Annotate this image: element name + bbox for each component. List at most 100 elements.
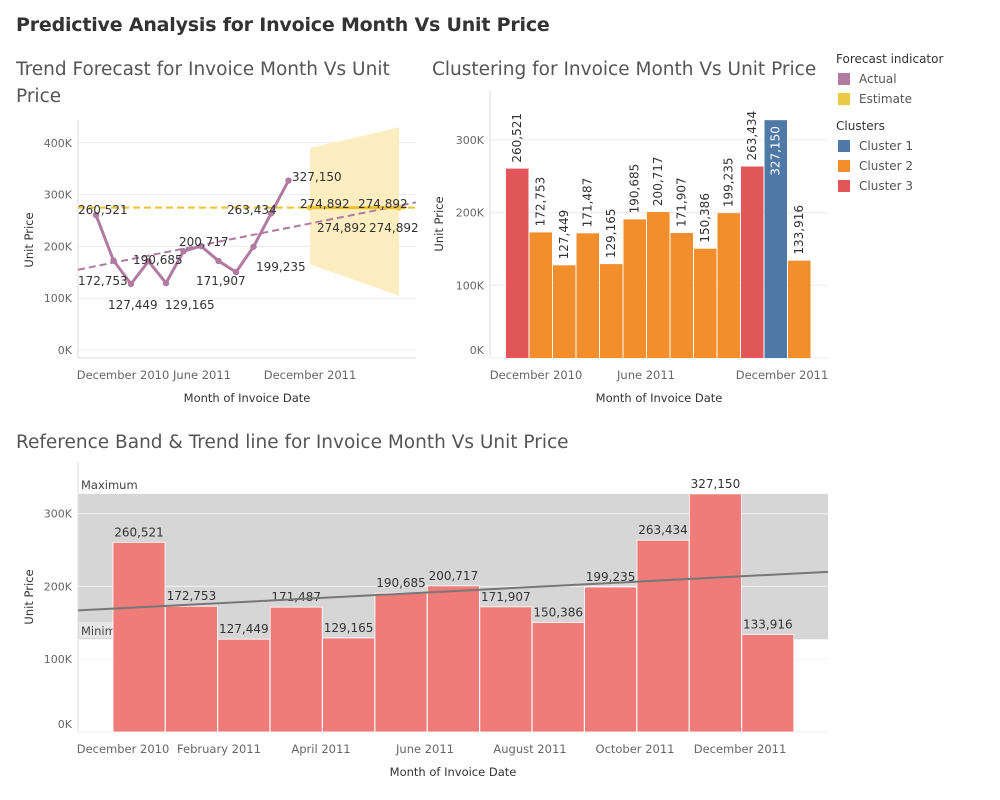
- bar-label: 327,150: [769, 126, 783, 176]
- clusters-legend-title: Clusters: [836, 119, 885, 133]
- legend-swatch: [838, 73, 850, 85]
- actual-series-line: [94, 179, 290, 286]
- bar-label: 327,150: [691, 477, 741, 491]
- data-label: 274,892: [317, 221, 367, 235]
- actual-point: [285, 177, 292, 184]
- data-label: 274,892: [369, 221, 419, 235]
- cluster-chart-title: Clustering for Invoice Month Vs Unit Pri…: [432, 59, 817, 80]
- bar: [164, 605, 218, 733]
- y-tick-label: 300K: [44, 508, 73, 521]
- bar: [553, 265, 576, 358]
- legend-label: Actual: [859, 72, 897, 86]
- x-axis-title: Month of Invoice Date: [596, 391, 723, 405]
- actual-point: [145, 257, 152, 265]
- bar: [717, 213, 740, 358]
- data-label: 200,717: [179, 235, 229, 249]
- bar: [529, 232, 552, 358]
- data-label: 199,235: [256, 260, 306, 274]
- actual-point: [232, 268, 240, 276]
- bar-label: 199,235: [586, 570, 636, 584]
- y-axis-title: Unit Price: [22, 212, 36, 267]
- y-tick-label: 300K: [44, 189, 73, 202]
- bar: [636, 539, 690, 733]
- estimate-point: [307, 204, 313, 211]
- bar-label: 150,386: [533, 606, 583, 620]
- legend-item-cluster-2[interactable]: Cluster 2: [836, 156, 996, 176]
- bar: [741, 166, 764, 358]
- bar-label: 129,165: [324, 621, 374, 635]
- y-tick-label: 100K: [44, 653, 73, 666]
- bar: [479, 606, 533, 733]
- bar-label: 260,521: [114, 525, 164, 539]
- y-tick-label: 300K: [456, 134, 485, 147]
- x-tick-label: October 2011: [596, 742, 675, 756]
- y-tick-label: 200K: [456, 207, 485, 220]
- x-tick-label: August 2011: [493, 742, 566, 756]
- x-tick-label: December 2010: [77, 368, 170, 382]
- bar: [576, 233, 599, 358]
- x-tick-label: December 2011: [694, 742, 787, 756]
- data-label: 260,521: [78, 203, 128, 217]
- legend-label: Cluster 3: [859, 179, 914, 193]
- bar-label: 199,235: [722, 158, 736, 208]
- bar-label: 129,165: [604, 208, 618, 258]
- bar-label: 133,916: [743, 618, 793, 632]
- legend-swatch: [838, 160, 850, 172]
- bar: [112, 541, 166, 733]
- actual-point: [197, 242, 205, 250]
- x-tick-label: June 2011: [616, 368, 675, 382]
- bar: [426, 585, 480, 733]
- x-axis-title: Month of Invoice Date: [390, 765, 517, 779]
- data-label: 274,892: [300, 197, 350, 211]
- legend-label: Cluster 1: [859, 139, 914, 153]
- trend-forecast-chart: 0K 100K 200K 300K 400K 260,521 172,753 127,449 1…: [22, 120, 419, 405]
- bar-label: 171,907: [481, 590, 531, 604]
- y-tick-label: 0K: [58, 344, 73, 357]
- bar: [694, 248, 717, 358]
- bar-label: 200,717: [651, 156, 665, 206]
- reference-chart-title: Reference Band & Trend line for Invoice …: [16, 432, 569, 453]
- legend-swatch: [838, 140, 850, 152]
- data-label: 327,150: [292, 170, 342, 184]
- bar: [600, 264, 623, 358]
- estimate-point: [396, 204, 402, 211]
- bar: [670, 233, 693, 358]
- actual-point: [250, 243, 257, 250]
- legend-item-actual[interactable]: Actual: [836, 69, 996, 89]
- legend-item-cluster-1[interactable]: Cluster 1: [836, 136, 996, 156]
- forecast-band: [310, 127, 399, 296]
- legend-item-estimate[interactable]: Estimate: [836, 89, 996, 109]
- y-tick-label: 100K: [44, 292, 73, 305]
- bar-label: 172,753: [167, 589, 217, 603]
- bar: [531, 622, 585, 733]
- bar-label: 190,685: [376, 576, 426, 590]
- actual-point: [215, 257, 222, 265]
- forecast-chart-title: Trend Forecast for Invoice Month Vs Unit…: [16, 59, 390, 107]
- bar-label: 171,907: [675, 177, 689, 227]
- bar-label: 133,916: [792, 205, 806, 255]
- bar: [374, 592, 428, 733]
- bar: [647, 212, 670, 358]
- bar: [322, 637, 376, 733]
- actual-point: [162, 279, 170, 287]
- bar-label: 172,753: [534, 177, 548, 227]
- x-tick-label: June 2011: [172, 368, 231, 382]
- y-axis-title: Unit Price: [432, 196, 446, 251]
- data-label: 263,434: [227, 203, 277, 217]
- y-tick-label: 0K: [470, 344, 485, 357]
- legend-label: Estimate: [859, 92, 913, 106]
- bar-label: 150,386: [698, 193, 712, 243]
- bar-label: 260,521: [510, 113, 524, 163]
- legend-item-cluster-3[interactable]: Cluster 3: [836, 176, 996, 196]
- y-tick-label: 0K: [58, 718, 73, 731]
- clustering-chart: 0K 100K 200K 300K 260,521 172,753 127,449 171,4…: [432, 90, 828, 405]
- y-tick-label: 400K: [44, 137, 73, 150]
- legend-panel: Forecast indicator Actual Estimate Clust…: [836, 50, 996, 196]
- actual-point: [127, 280, 135, 288]
- trend-line: [77, 570, 829, 612]
- bar-label: 263,434: [638, 523, 688, 537]
- bar: [623, 219, 646, 358]
- trend-line: [77, 201, 417, 271]
- legend-swatch: [838, 93, 850, 105]
